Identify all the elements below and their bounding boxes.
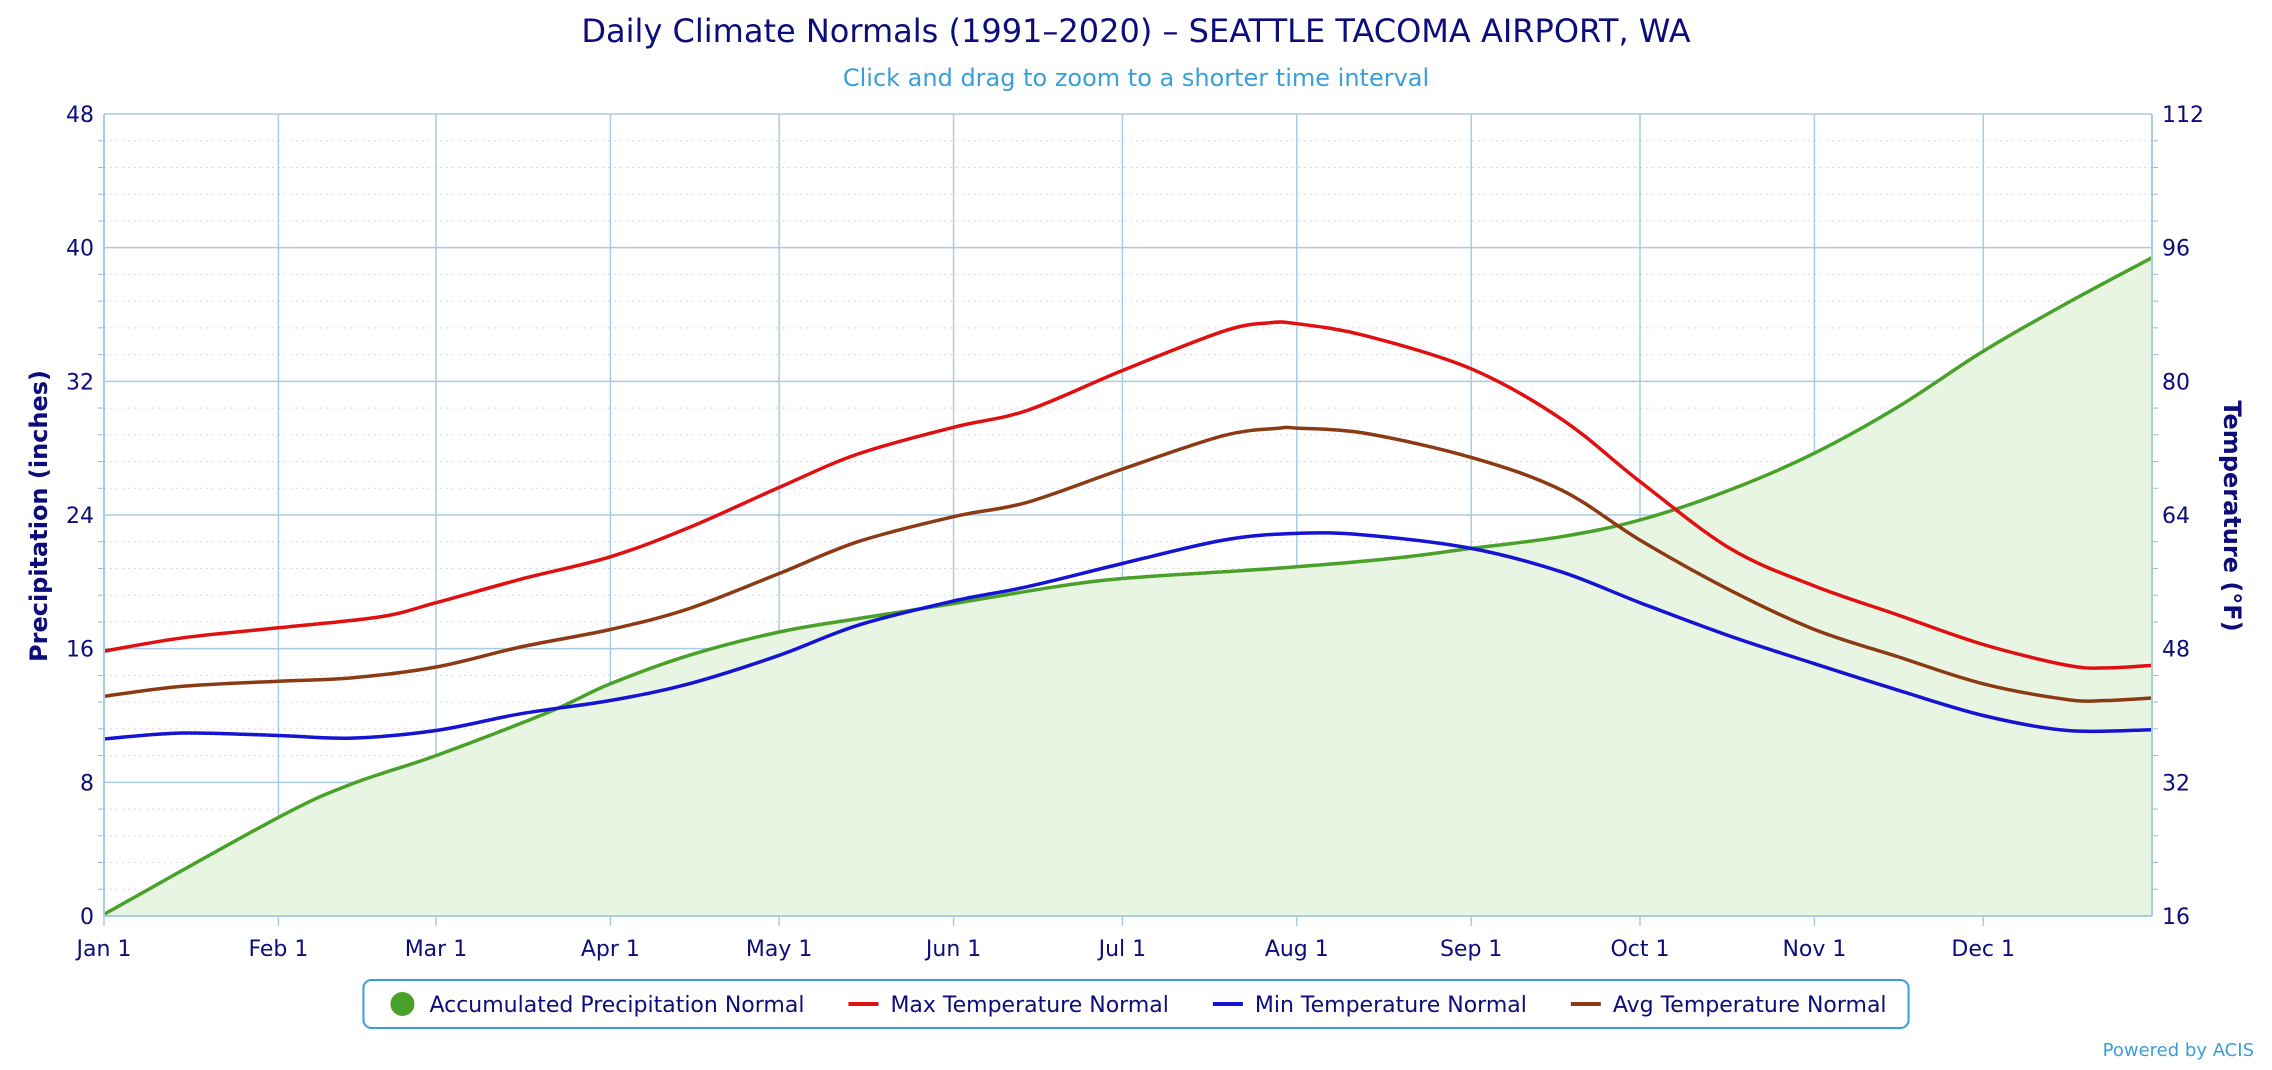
legend-item[interactable]: Accumulated Precipitation Normal (390, 992, 804, 1018)
accumulated-precipitation-normal-line[interactable] (103, 256, 2153, 916)
legend-item[interactable]: Avg Temperature Normal (1570, 993, 1887, 1018)
chart-title: Daily Climate Normals (1991–2020) – SEAT… (581, 12, 1690, 50)
x-tick-label: Oct 1 (1610, 937, 1669, 962)
y-left-tick-label: 24 (66, 504, 94, 529)
y-left-tick-label: 16 (66, 638, 94, 663)
x-tick-label: Aug 1 (1265, 937, 1329, 962)
y-axis-left-title: Precipitation (inches) (25, 370, 53, 662)
chart-subtitle: Click and drag to zoom to a shorter time… (843, 64, 1429, 92)
y-right-tick-label: 64 (2162, 504, 2190, 529)
x-tick-label: Mar 1 (405, 937, 468, 962)
legend-box (362, 979, 1910, 1029)
max-temperature-normal-line[interactable] (103, 320, 2153, 670)
x-tick-label: Sep 1 (1440, 937, 1502, 962)
y-axis-right-title: Temperature (°F) (2218, 400, 2246, 631)
legend[interactable]: Accumulated Precipitation Normal Max Temp… (362, 979, 1910, 1029)
legend-item-label: Avg Temperature Normal (1613, 993, 1887, 1018)
x-tick-label: Jan 1 (75, 937, 132, 962)
x-tick-label: Jul 1 (1097, 937, 1147, 962)
x-tick-label: May 1 (746, 937, 812, 962)
x-tick-label: Apr 1 (581, 937, 640, 962)
y-right-tick-label: 32 (2162, 771, 2190, 796)
x-tick-label: Nov 1 (1782, 937, 1846, 962)
legend-item-label: Min Temperature Normal (1255, 993, 1527, 1018)
y-right-tick-label: 48 (2162, 638, 2190, 663)
legend-item-label: Accumulated Precipitation Normal (429, 993, 804, 1018)
axes: 0 8 16 24 32 40 48 16 32 48 64 80 96 112 Jan 1 Feb 1 Mar… (66, 103, 2204, 962)
series-lines (103, 320, 2153, 741)
legend-circle-icon (390, 992, 415, 1016)
y-right-tick-label: 96 (2162, 237, 2190, 262)
x-tick-label: Feb 1 (248, 937, 308, 962)
avg-temperature-normal-line[interactable] (103, 425, 2153, 703)
x-tick-label: Jun 1 (924, 937, 981, 962)
y-left-tick-label: 40 (66, 237, 94, 262)
accumulated-precipitation-normal-area-fill (104, 257, 2152, 916)
y-left-tick-label: 48 (66, 103, 94, 128)
legend-item[interactable]: Max Temperature Normal (848, 993, 1169, 1018)
y-right-tick-label: 16 (2162, 905, 2190, 930)
y-right-tick-label: 112 (2162, 103, 2204, 128)
y-left-tick-label: 8 (80, 771, 94, 796)
y-left-tick-label: 0 (80, 905, 94, 930)
y-right-tick-label: 80 (2162, 370, 2190, 395)
legend-item[interactable]: Min Temperature Normal (1212, 993, 1527, 1018)
x-tick-label: Dec 1 (1951, 937, 2015, 962)
y-left-tick-label: 32 (66, 370, 94, 395)
credits-link[interactable]: Powered by ACIS (2103, 1040, 2254, 1061)
precip-area (103, 256, 2153, 916)
min-temperature-normal-line[interactable] (103, 531, 2153, 741)
legend-item-label: Max Temperature Normal (890, 993, 1168, 1018)
